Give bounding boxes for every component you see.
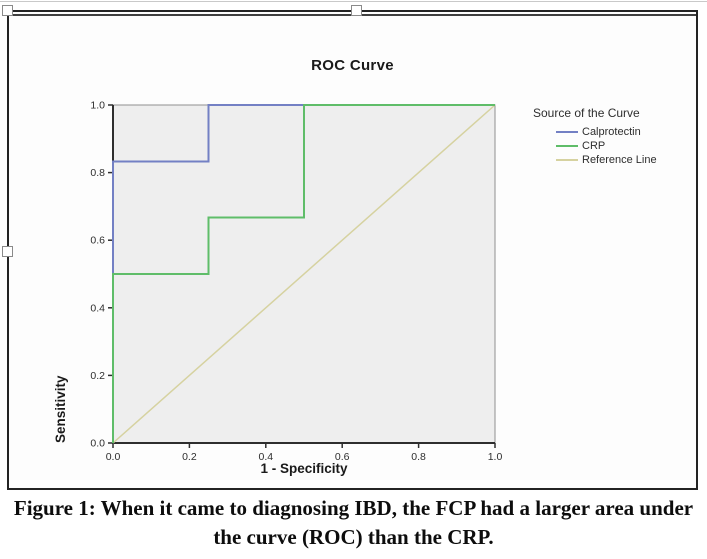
x-tick-label: 0.2 bbox=[182, 451, 197, 463]
y-tick-label: 1.0 bbox=[90, 100, 105, 112]
x-axis-label: 1 - Specificity bbox=[260, 461, 348, 476]
page-top-border bbox=[0, 1, 707, 2]
reference-line-swatch bbox=[556, 159, 578, 161]
legend-label-calprotectin: Calprotectin bbox=[582, 126, 641, 138]
figure-caption-line-1: Figure 1: When it came to diagnosing IBD… bbox=[13, 496, 694, 520]
calprotectin-line-swatch bbox=[556, 131, 578, 133]
series-line-crp bbox=[112, 104, 495, 443]
series-line-reference-line bbox=[112, 104, 496, 444]
figure-caption-line-2: the curve (ROC) than the CRP. bbox=[213, 525, 494, 549]
y-axis-label: Sensitivity bbox=[53, 375, 68, 443]
legend-title: Source of the Curve bbox=[533, 106, 640, 120]
x-tick-label: 1.0 bbox=[488, 451, 503, 463]
y-tick-label: 0.8 bbox=[90, 167, 105, 179]
legend-label-crp: CRP bbox=[582, 140, 606, 152]
legend-item-calprotectin: Calprotectin bbox=[556, 125, 657, 139]
x-tick-label: 0.0 bbox=[106, 451, 121, 463]
legend: Source of the Curve Calprotectin CRP Ref… bbox=[533, 106, 657, 167]
y-tick-label: 0.6 bbox=[90, 235, 105, 247]
figure-caption: Figure 1: When it came to diagnosing IBD… bbox=[0, 494, 707, 552]
y-tick-label: 0.4 bbox=[90, 302, 105, 314]
y-tick-label: 0.0 bbox=[90, 438, 105, 450]
x-tick-label: 0.8 bbox=[411, 451, 426, 463]
y-tick-label: 0.2 bbox=[90, 370, 105, 382]
legend-items: Calprotectin CRP Reference Line bbox=[556, 125, 657, 167]
legend-item-reference-line: Reference Line bbox=[556, 153, 657, 167]
legend-label-reference-line: Reference Line bbox=[582, 154, 657, 166]
x-tick-label: 0.4 bbox=[258, 451, 273, 463]
chart-title: ROC Curve bbox=[311, 57, 394, 74]
roc-plot: 0.0 0.2 0.4 0.6 0.8 1.0 0.0 0.2 0.4 0.6 0.8 1.0 bbox=[90, 100, 503, 464]
legend-item-crp: CRP bbox=[556, 139, 657, 153]
resize-handle-left-middle[interactable] bbox=[2, 246, 13, 257]
figure-image-frame[interactable]: ROC Curve 0.0 0.2 0.4 0.6 0.8 1.0 0.0 0.2 0.4 0.6… bbox=[7, 10, 698, 490]
x-tick-label: 0.6 bbox=[335, 451, 350, 463]
resize-handle-top-center[interactable] bbox=[351, 5, 362, 16]
crp-line-swatch bbox=[556, 145, 578, 147]
resize-handle-top-left[interactable] bbox=[2, 5, 13, 16]
